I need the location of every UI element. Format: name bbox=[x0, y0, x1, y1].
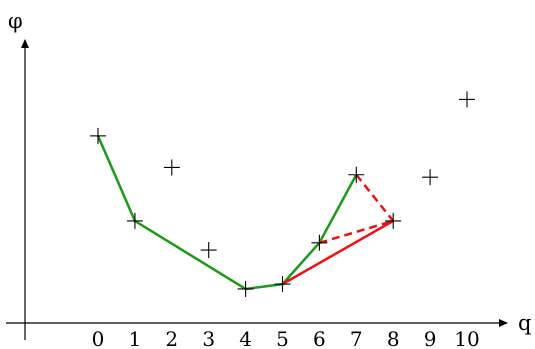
point-marker bbox=[90, 127, 106, 144]
point-marker bbox=[422, 169, 439, 186]
point-marker bbox=[126, 212, 143, 229]
x-tick-label: 9 bbox=[424, 327, 437, 349]
x-tick-label: 8 bbox=[387, 327, 400, 349]
x-tick-label: 6 bbox=[313, 327, 326, 349]
point-marker bbox=[200, 242, 217, 259]
point-marker bbox=[311, 234, 328, 251]
x-tick-label: 5 bbox=[276, 327, 289, 349]
point-marker bbox=[459, 91, 475, 108]
x-tick-label: 10 bbox=[454, 327, 479, 349]
red-dashed-path bbox=[355, 173, 395, 222]
y-axis-label: φ bbox=[8, 9, 23, 33]
x-tick-labels: 0 1 2 3 4 5 6 7 8 9 10 bbox=[92, 327, 480, 349]
red-solid-path bbox=[281, 219, 394, 286]
x-tick-label: 2 bbox=[165, 327, 178, 349]
green-solid-path bbox=[96, 135, 358, 291]
point-marker bbox=[163, 159, 180, 176]
x-tick-label: 0 bbox=[92, 327, 105, 349]
x-tick-label: 3 bbox=[202, 327, 215, 349]
point-marker bbox=[237, 280, 254, 297]
x-tick-label: 1 bbox=[129, 327, 142, 349]
x-tick-label: 4 bbox=[239, 327, 252, 349]
x-tick-label: 7 bbox=[350, 327, 363, 349]
x-axis-label: q bbox=[518, 311, 531, 335]
data-points bbox=[90, 91, 475, 297]
point-marker bbox=[348, 166, 365, 183]
point-marker bbox=[274, 276, 291, 293]
point-marker bbox=[385, 212, 402, 229]
paths bbox=[96, 135, 395, 291]
